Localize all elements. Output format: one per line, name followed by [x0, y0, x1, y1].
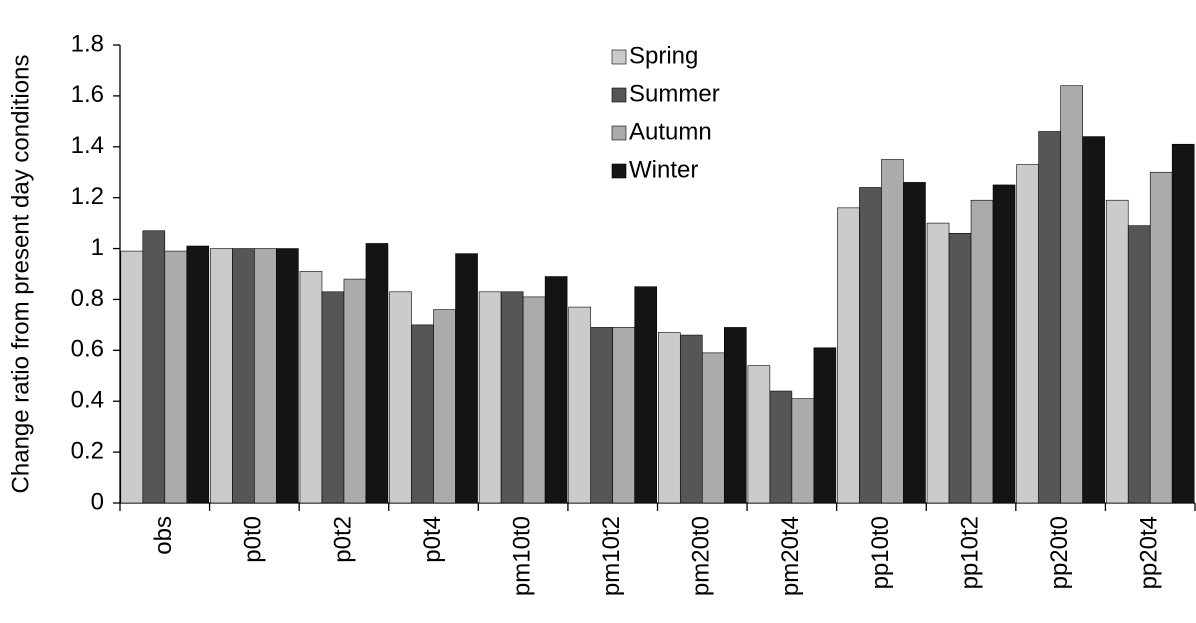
bar — [1171, 143, 1195, 504]
x-tick-label: obs — [150, 516, 177, 555]
bar — [612, 327, 636, 504]
bar — [1149, 171, 1173, 504]
bar — [343, 278, 367, 504]
legend-swatch — [611, 49, 627, 65]
bar — [299, 271, 323, 504]
x-tick-label: p0t2 — [329, 516, 356, 563]
bar — [120, 250, 144, 504]
legend-label: Summer — [629, 80, 720, 107]
bar — [1105, 199, 1129, 504]
y-tick-label: 0 — [91, 488, 104, 515]
bar — [186, 245, 210, 504]
bar — [568, 306, 592, 504]
bar — [634, 286, 658, 504]
y-tick-label: 0.2 — [71, 437, 104, 464]
legend-swatch — [611, 125, 627, 141]
bar — [926, 222, 950, 504]
bar — [1082, 136, 1105, 504]
bar — [478, 291, 502, 504]
bar — [679, 334, 703, 504]
bar — [389, 291, 412, 504]
y-tick-label: 1.4 — [71, 132, 104, 159]
y-tick-label: 1.6 — [71, 81, 104, 108]
bar — [992, 184, 1016, 504]
bar — [859, 187, 882, 504]
bar — [411, 324, 434, 504]
bar — [723, 327, 747, 504]
bar — [747, 365, 771, 504]
x-tick-label: pp20t0 — [1046, 516, 1073, 589]
bar — [210, 248, 233, 504]
x-tick-label: pp10t0 — [867, 516, 894, 589]
bar — [254, 248, 277, 504]
x-tick-label: pm10t2 — [598, 516, 625, 596]
legend-label: Winter — [629, 156, 698, 183]
bar — [433, 309, 456, 504]
y-tick-label: 1.8 — [71, 30, 104, 57]
y-axis-label: Change ratio from present day conditions — [7, 55, 34, 494]
y-tick-label: 0.4 — [71, 387, 104, 414]
x-tick-label: p0t4 — [419, 516, 446, 563]
y-tick-label: 1 — [91, 234, 104, 261]
bar — [769, 390, 793, 504]
bar — [1038, 131, 1061, 504]
legend-swatch — [611, 163, 627, 179]
bar — [970, 199, 994, 504]
bar — [544, 276, 568, 504]
bar — [365, 243, 389, 504]
legend-label: Autumn — [629, 118, 712, 145]
bar — [590, 327, 614, 504]
x-tick-label: pm10t0 — [508, 516, 535, 596]
bar — [232, 248, 255, 504]
bar — [701, 352, 725, 504]
y-tick-label: 0.6 — [71, 336, 104, 363]
bar — [455, 253, 478, 504]
bar — [1127, 225, 1151, 504]
x-tick-label: pp10t2 — [956, 516, 983, 589]
legend-swatch — [611, 87, 627, 103]
bar — [164, 250, 188, 504]
bar — [276, 248, 299, 504]
bar — [1016, 164, 1039, 504]
bar — [791, 398, 815, 504]
bar — [903, 182, 926, 504]
bar — [881, 159, 904, 504]
bar — [142, 230, 166, 504]
x-tick-label: pm20t4 — [777, 516, 804, 596]
bar — [837, 207, 860, 504]
bar — [948, 232, 972, 504]
x-tick-label: pp20t4 — [1136, 516, 1163, 589]
bar — [522, 296, 546, 504]
bar — [657, 332, 681, 504]
bar — [1060, 85, 1083, 504]
x-tick-label: pm20t0 — [688, 516, 715, 596]
legend-label: Spring — [629, 42, 698, 69]
bar — [500, 291, 524, 504]
bar — [813, 347, 837, 504]
bar — [321, 291, 345, 504]
x-tick-label: p0t0 — [240, 516, 267, 563]
y-tick-label: 0.8 — [71, 285, 104, 312]
y-tick-label: 1.2 — [71, 183, 104, 210]
